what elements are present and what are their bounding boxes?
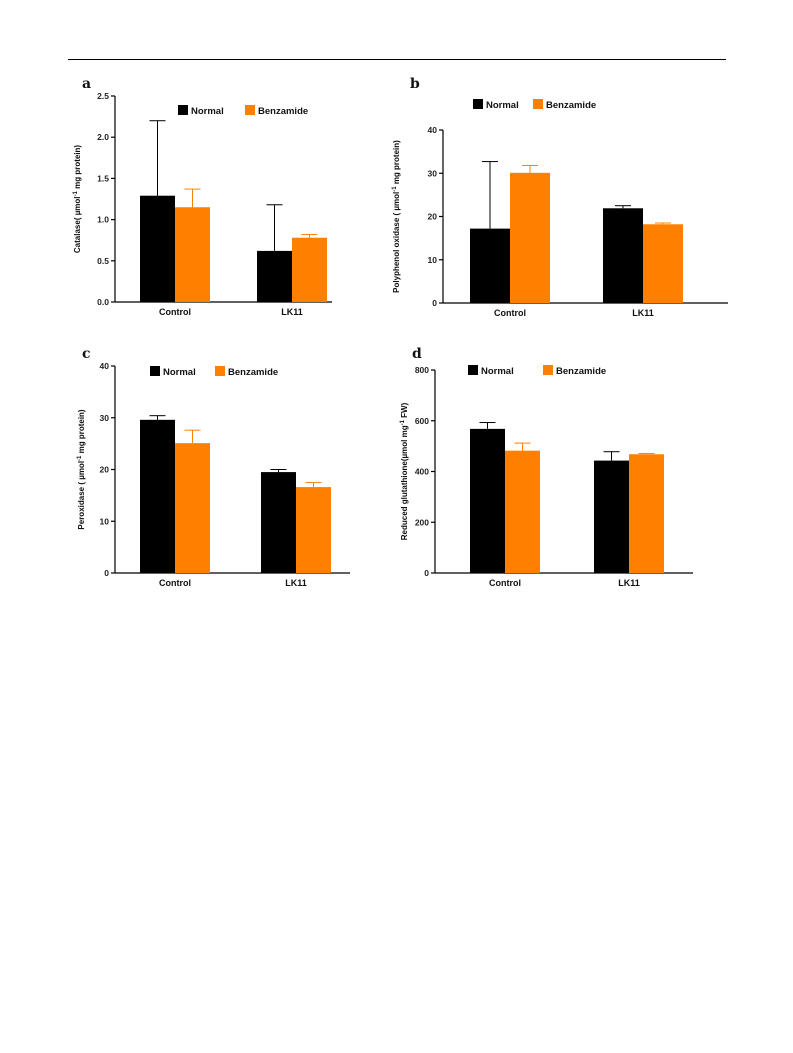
y-tick-label: 30 <box>428 168 438 178</box>
x-tick-label: Control <box>159 307 191 317</box>
header-rule <box>68 59 726 60</box>
y-tick-label: 40 <box>428 125 438 135</box>
chart-panel-b: b 0 10 20 30 40 Polyphenol oxidase ( µmol-1 mg… <box>392 76 728 318</box>
y-axis-label: Reduced glutathione(µmol mg-1 FW) <box>400 402 409 540</box>
legend-swatch-normal <box>178 105 188 115</box>
y-tick-label: 400 <box>415 467 429 477</box>
y-axis-label: Polyphenol oxidase ( µmol-1 mg protein) <box>392 140 401 293</box>
bar-benzamide <box>505 450 540 573</box>
x-tick-label: LK11 <box>281 307 303 317</box>
legend-label: Benzamide <box>546 100 596 111</box>
bar-normal <box>603 208 643 303</box>
bar-normal <box>140 195 175 302</box>
legend-swatch-benzamide <box>543 365 553 375</box>
legend-label: Normal <box>481 366 514 377</box>
y-tick-label: 1.0 <box>97 215 109 225</box>
bar-benzamide <box>175 443 210 573</box>
y-tick-label: 20 <box>428 212 438 222</box>
bar-normal <box>261 472 296 573</box>
y-tick-label: 1.5 <box>97 173 109 183</box>
y-tick-label: 800 <box>415 365 429 375</box>
bar-normal <box>140 419 175 573</box>
legend-label: Benzamide <box>556 366 606 377</box>
legend-swatch-benzamide <box>245 105 255 115</box>
chart-panel-c: c 0 10 20 30 40 Peroxidase ( µmol-1 mg protein… <box>77 346 350 588</box>
bar-benzamide <box>643 224 683 303</box>
legend-label: Normal <box>163 367 196 378</box>
legend-label: Normal <box>191 106 224 117</box>
bar-benzamide <box>629 454 664 573</box>
y-tick-label: 40 <box>100 361 110 371</box>
y-tick-label: 0 <box>104 568 109 578</box>
x-tick-label: LK11 <box>618 578 640 588</box>
y-tick-label: 0 <box>432 298 437 308</box>
y-tick-label: 10 <box>100 516 110 526</box>
x-tick-label: Control <box>489 578 521 588</box>
legend-swatch-normal <box>473 99 483 109</box>
legend-swatch-benzamide <box>533 99 543 109</box>
panel-letter: d <box>412 346 422 362</box>
bar-benzamide <box>510 172 550 303</box>
y-tick-label: 600 <box>415 416 429 426</box>
bar-benzamide <box>296 487 331 573</box>
y-tick-label: 2.0 <box>97 132 109 142</box>
bar-normal <box>594 460 629 573</box>
legend-label: Benzamide <box>258 106 308 117</box>
bar-normal <box>470 428 505 573</box>
y-tick-label: 0.5 <box>97 256 109 266</box>
panel-letter: a <box>82 76 91 92</box>
x-tick-label: Control <box>159 578 191 588</box>
legend-swatch-normal <box>468 365 478 375</box>
y-tick-label: 2.5 <box>97 91 109 101</box>
legend-label: Normal <box>486 100 519 111</box>
bar-normal <box>257 250 292 302</box>
bar-benzamide <box>175 207 210 302</box>
y-tick-label: 20 <box>100 465 110 475</box>
bar-benzamide <box>292 237 327 302</box>
y-tick-label: 10 <box>428 255 438 265</box>
bar-normal <box>470 228 510 303</box>
panel-letter: c <box>82 346 91 362</box>
y-tick-label: 0.0 <box>97 297 109 307</box>
legend-swatch-normal <box>150 366 160 376</box>
y-axis-label: Peroxidase ( µmol-1 mg protein) <box>77 409 86 530</box>
x-tick-label: LK11 <box>285 578 307 588</box>
y-tick-label: 0 <box>424 568 429 578</box>
panel-letter: b <box>410 76 420 92</box>
y-tick-label: 30 <box>100 413 110 423</box>
x-tick-label: Control <box>494 308 526 318</box>
chart-panel-a: a 0.0 0.5 1.0 1.5 2.0 2.5 Catalase( µmol-1 mg p… <box>73 76 332 317</box>
chart-panel-d: d 0 200 400 600 800 Reduced glutathione(µmol m… <box>400 346 693 588</box>
y-tick-label: 200 <box>415 517 429 527</box>
legend-swatch-benzamide <box>215 366 225 376</box>
legend-label: Benzamide <box>228 367 278 378</box>
x-tick-label: LK11 <box>632 308 654 318</box>
y-axis-label: Catalase( µmol-1 mg protein) <box>73 145 82 254</box>
